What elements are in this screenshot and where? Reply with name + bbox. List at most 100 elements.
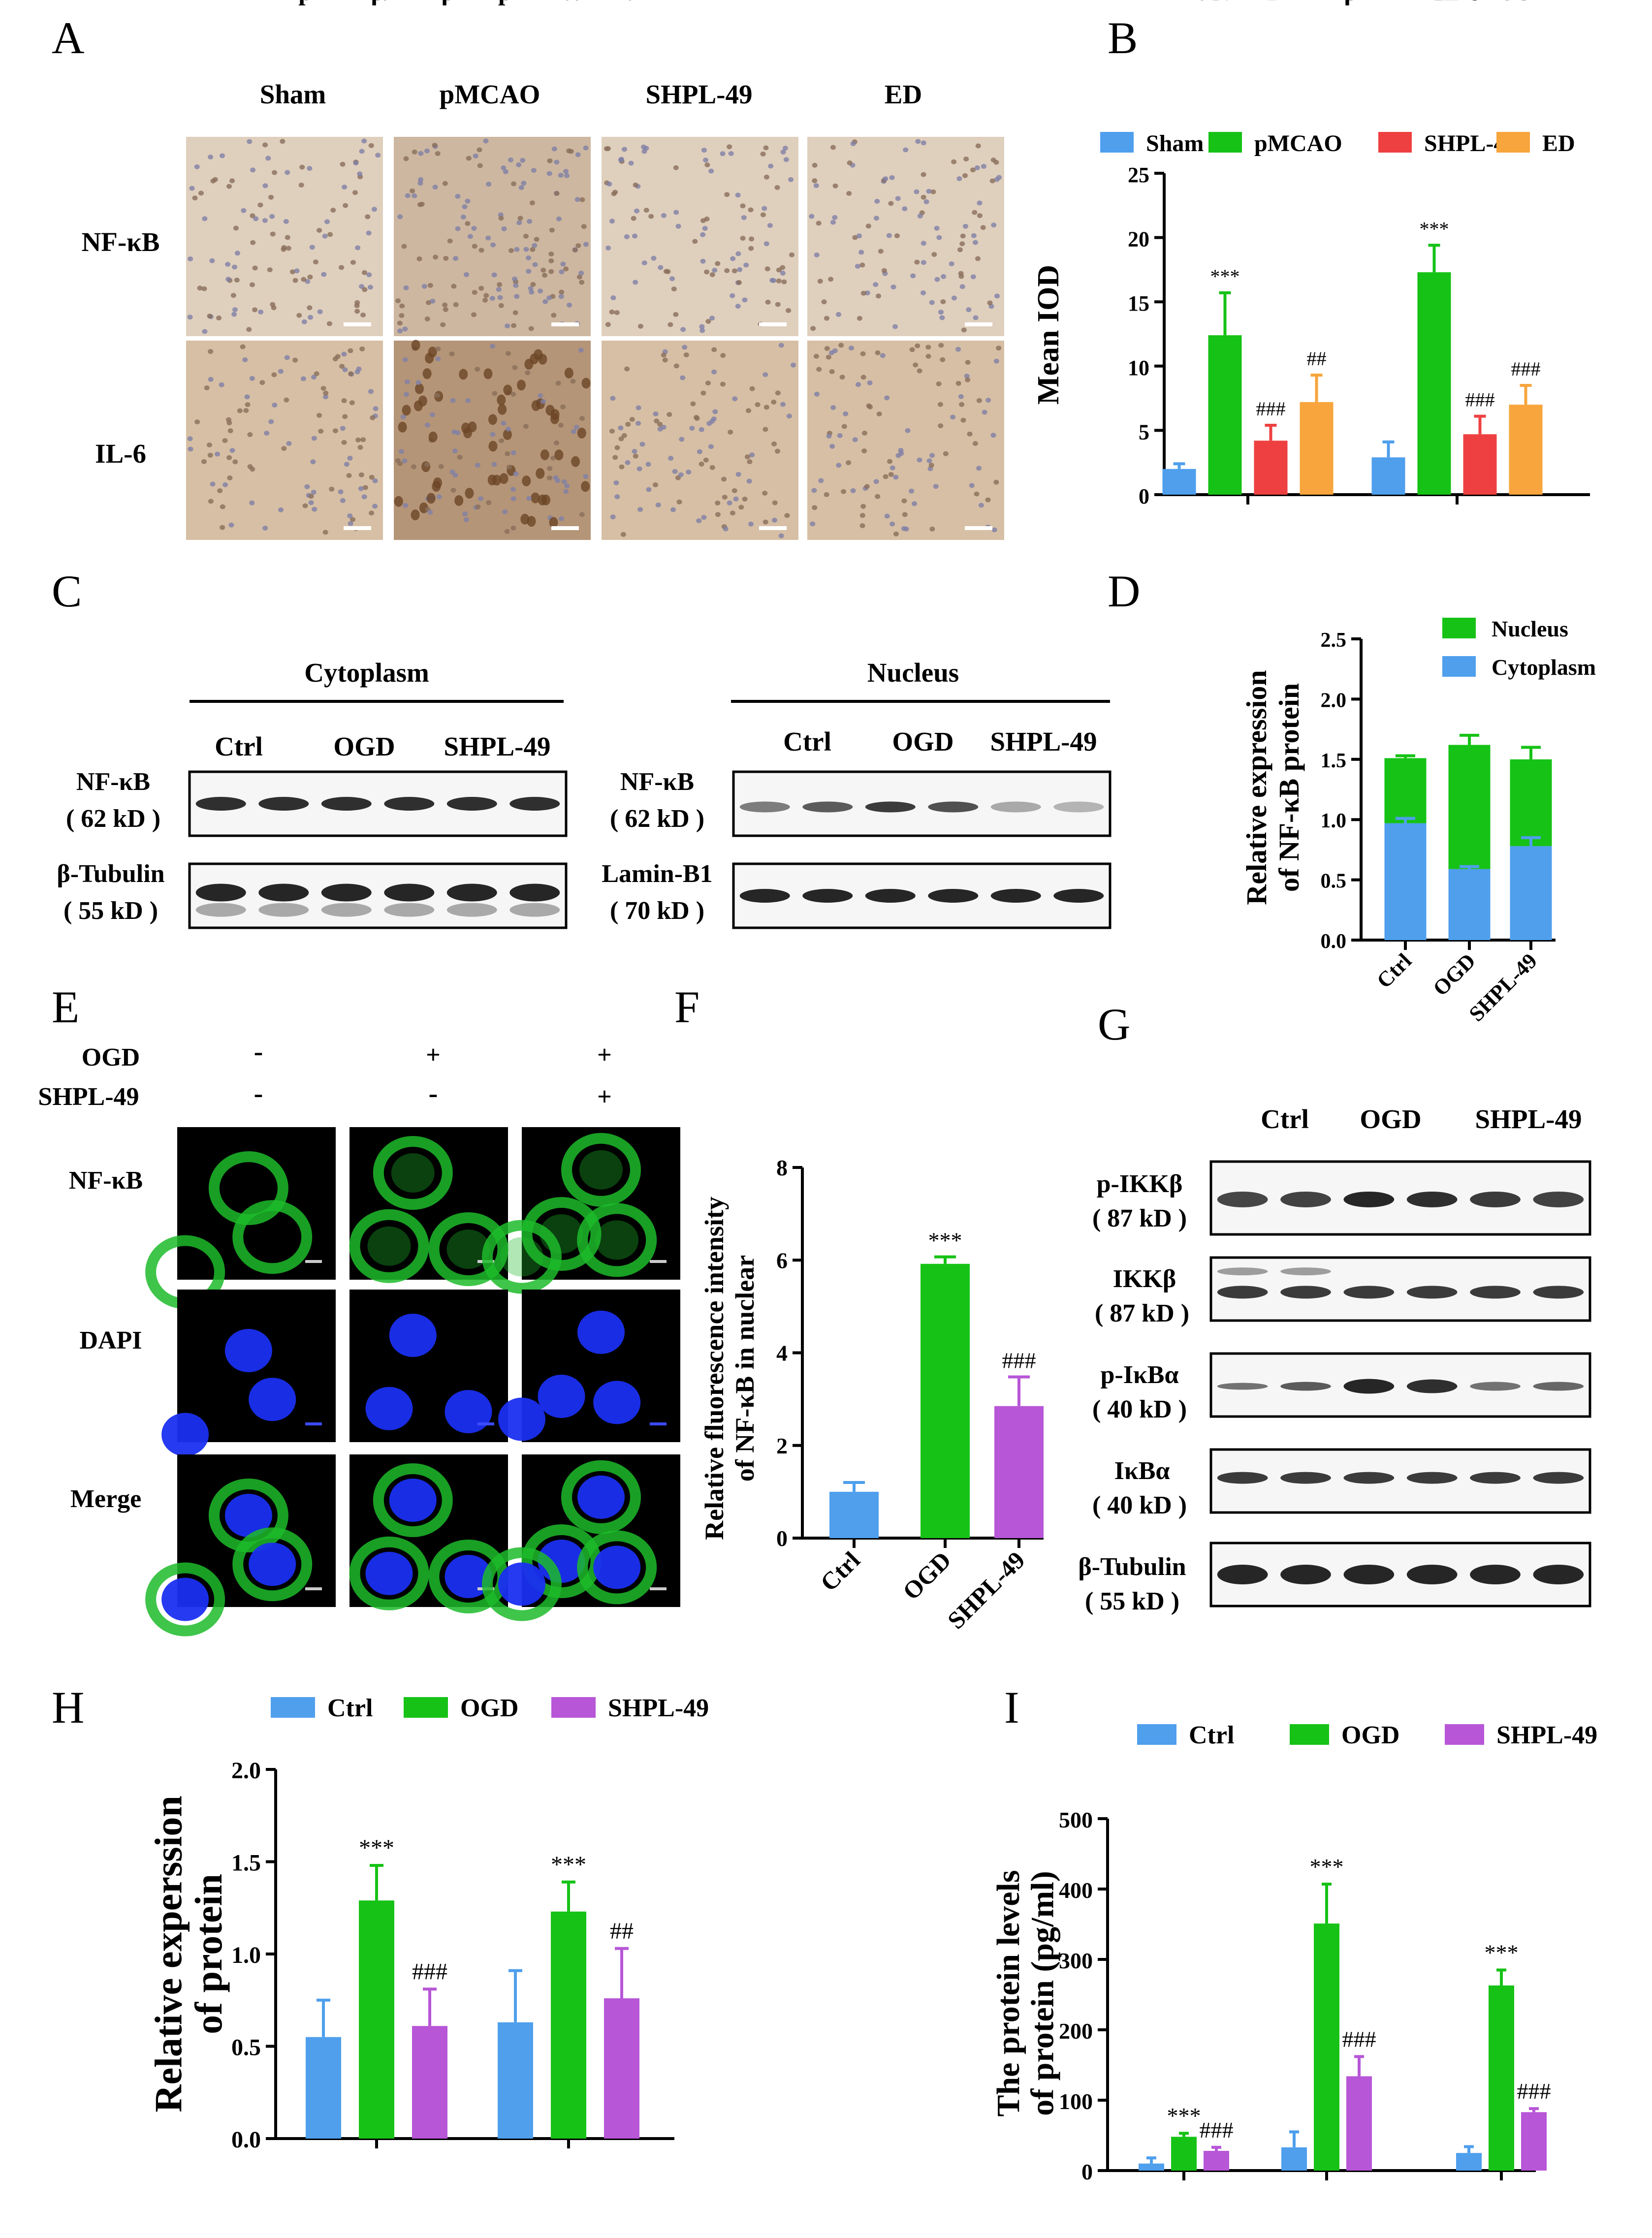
ihc-nucleus (704, 162, 710, 167)
y-tick-label: 300 (1059, 1948, 1093, 1973)
ihc-nucleus (829, 443, 835, 449)
ihc-nucleus (243, 408, 249, 413)
y-tick-label: 200 (1059, 2018, 1093, 2044)
scale-bar (305, 1422, 322, 1425)
ihc-nucleus (322, 530, 328, 535)
ihc-nucleus (471, 312, 477, 317)
bar-sham (1162, 469, 1196, 495)
ihc-nucleus (579, 280, 585, 285)
ihc-nucleus (654, 418, 660, 424)
ihc-nucleus (921, 260, 926, 265)
ihc-nucleus (700, 232, 706, 237)
blot-band (1533, 1286, 1584, 1299)
y-tick-label: 0.5 (231, 2035, 261, 2061)
blot-frame (188, 770, 568, 837)
dapi-nucleus (593, 1545, 641, 1589)
ihc-nucleus (812, 162, 818, 168)
ihc-nucleus (455, 226, 461, 231)
legend-swatch (1378, 132, 1412, 153)
x-tick-label: p-IκBα/IκBα (498, 0, 639, 6)
ihc-nucleus (747, 459, 753, 465)
dapi-nucleus (161, 1413, 209, 1456)
ihc-nucleus (241, 208, 247, 213)
nucleus-title: Nucleus (867, 658, 959, 688)
ihc-nucleus (742, 497, 748, 502)
ihc-nucleus (981, 164, 986, 169)
ihc-nucleus (864, 290, 870, 296)
ihc-nucleus (926, 189, 932, 194)
ihc-nucleus (362, 485, 368, 490)
ihc-nucleus (921, 241, 926, 246)
ihc-background (602, 341, 798, 540)
ihc-nucleus (207, 452, 213, 458)
ihc-nucleus (411, 340, 420, 351)
ihc-nucleus (874, 198, 880, 204)
y-tick-label: 100 (1059, 2089, 1093, 2114)
ihc-nucleus (547, 158, 553, 163)
ihc-nucleus (890, 465, 895, 471)
bar-sham (1371, 457, 1405, 495)
ihc-nucleus (929, 453, 935, 458)
if-tile (349, 1454, 508, 1613)
ihc-nucleus (829, 369, 835, 374)
significance-label: *** (928, 1228, 962, 1253)
ihc-nucleus (399, 303, 405, 309)
ihc-nucleus (550, 455, 556, 461)
blot-size: ( 87 kD ) (1095, 1299, 1189, 1327)
ihc-nucleus (548, 258, 554, 263)
ihc-nucleus (921, 172, 926, 177)
ihc-nucleus (956, 176, 962, 181)
ihc-nucleus (970, 274, 976, 280)
ihc-nucleus (523, 424, 529, 429)
ihc-nucleus (705, 319, 711, 324)
ihc-nucleus (262, 183, 268, 189)
ihc-nucleus (768, 163, 774, 169)
ihc-nucleus (867, 380, 873, 385)
ihc-nucleus (350, 517, 356, 522)
ihc-nucleus (740, 203, 746, 209)
ihc-nucleus (546, 295, 552, 301)
ihc-nucleus (883, 176, 889, 182)
ihc-nucleus (501, 226, 507, 231)
blot-band (1406, 1565, 1458, 1584)
blot-band (321, 797, 372, 811)
blot-frame (1209, 1448, 1591, 1514)
ihc-nucleus (902, 206, 908, 212)
ihc-nucleus (272, 170, 278, 175)
blot-band (509, 903, 560, 917)
ihc-nucleus (332, 428, 338, 434)
ihc-nucleus (433, 477, 443, 488)
gfp-cell (561, 1460, 641, 1534)
gfp-nuclear (500, 1237, 543, 1277)
ihc-nucleus (513, 471, 519, 476)
ihc-nucleus (307, 305, 313, 311)
blot-band (739, 889, 790, 903)
ihc-nucleus (631, 216, 636, 221)
ihc-nucleus (653, 411, 659, 416)
ihc-nucleus (231, 312, 237, 317)
ihc-nucleus (262, 525, 268, 531)
ihc-nucleus (360, 437, 366, 442)
ihc-nucleus (788, 177, 794, 182)
gfp-nuclear (595, 1220, 639, 1260)
panel-letter-d: D (1108, 566, 1140, 616)
blot-band (509, 797, 560, 811)
ihc-nucleus (990, 433, 996, 438)
ihc-nucleus (860, 351, 866, 356)
ihc-nucleus (217, 488, 223, 494)
ihc-nucleus (762, 519, 768, 525)
blot-band (1217, 1267, 1268, 1276)
panel-c: Cytoplasm Nucleus Ctrl OGD SHPL-49 Ctrl … (57, 658, 1112, 929)
ihc-nucleus (902, 512, 908, 517)
ihc-nucleus (571, 429, 576, 434)
ihc-nucleus (348, 371, 354, 377)
ihc-nucleus (632, 233, 638, 239)
ihc-nucleus (465, 198, 471, 204)
y-axis-title-line: of protein (pg/ml) (1024, 1871, 1060, 2115)
ihc-nucleus (352, 190, 358, 195)
ihc-background (807, 341, 1004, 540)
ihc-nucleus (528, 286, 534, 291)
ihc-nucleus (738, 504, 744, 510)
ihc-nucleus (411, 509, 420, 521)
ihc-nucleus (229, 178, 235, 184)
